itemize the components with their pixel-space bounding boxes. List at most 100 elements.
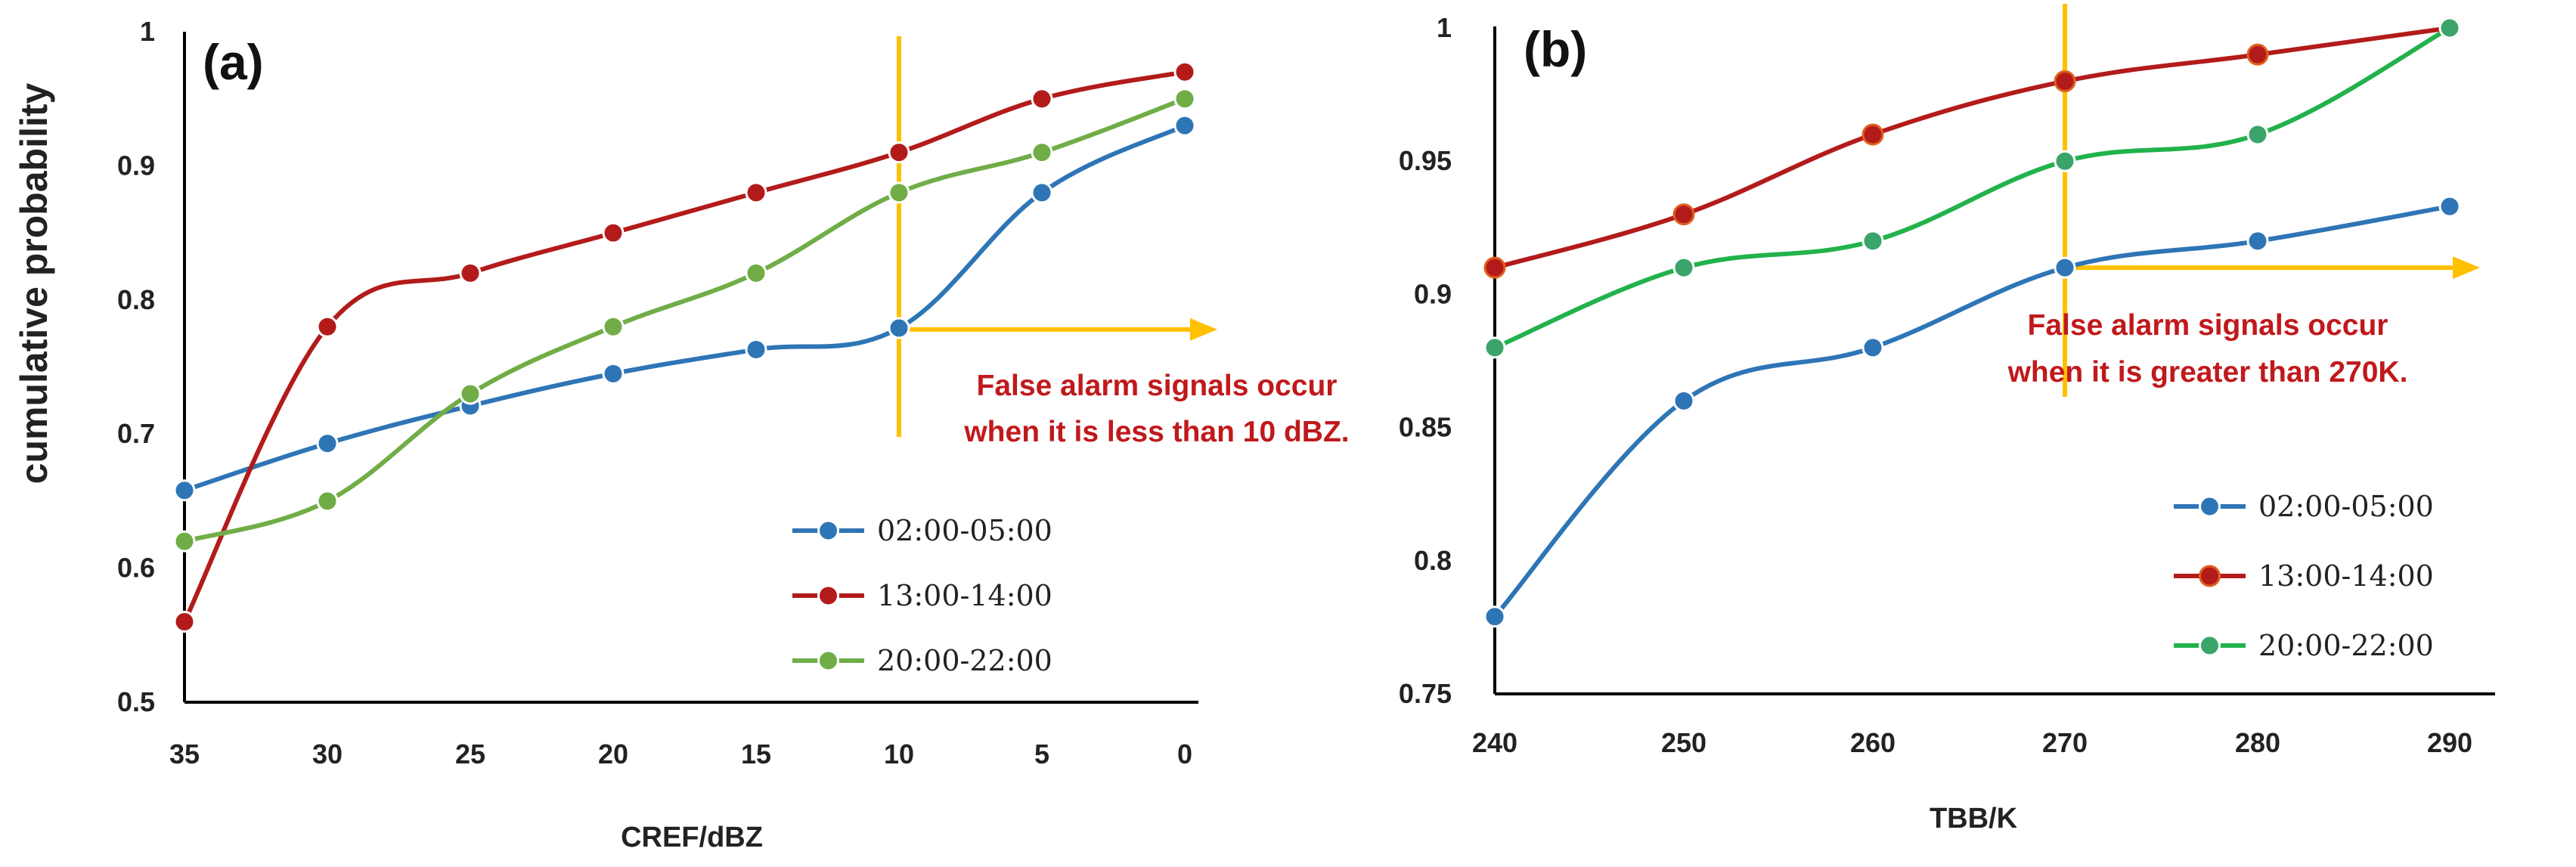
legend-label: 20:00-22:00 [2258,629,2434,662]
y-tick-label: 0.6 [117,553,155,584]
chart-panel-b: (b) 0.750.80.850.90.951 240 250 260 270 280 2… [1399,4,2495,834]
x-tick-label: 15 [741,738,771,769]
data-point [888,181,910,204]
data-point [1861,123,1884,146]
data-point [2246,230,2269,252]
y-tick-label: 0.9 [117,150,155,181]
data-point [2438,17,2461,39]
x-tick-labels-a: 35 30 25 20 15 10 5 0 [169,738,1192,769]
data-point [316,432,339,455]
data-point [745,338,767,361]
threshold-arrow-head [2453,256,2480,280]
legend-b: 02:00-05:00 13:00-14:00 20:00-22:00 [2174,490,2434,662]
y-tick-label: 0.7 [117,418,155,449]
data-point [1173,88,1196,110]
data-point [316,315,339,338]
legend-swatch-marker [2199,634,2221,657]
x-tick-label: 250 [1661,727,1706,758]
data-point [1031,141,1053,164]
x-tick-label: 0 [1177,738,1192,769]
series-line-3 [1493,26,2451,350]
data-point [1861,230,1884,252]
data-point [1483,256,1506,279]
y-tick-label: 0.95 [1399,145,1452,176]
legend-label: 02:00-05:00 [877,514,1052,547]
data-point [1483,605,1506,628]
data-point [2054,256,2076,279]
x-tick-label: 5 [1034,738,1049,769]
legend-label: 02:00-05:00 [2258,490,2434,523]
data-point [1173,114,1196,137]
panel-label-a: (a) [203,34,264,90]
annotation-line-1-a: False alarm signals occur [977,370,1338,402]
legend-label: 13:00-14:00 [2258,559,2434,593]
series-line-1 [184,123,1186,493]
legend-swatch-marker [817,649,839,672]
chart-panel-a: cumulative probability (a) 0.5 0.6 0.7 0.8 0… [13,16,1350,853]
threshold-arrow-head [1190,317,1217,341]
threshold-group-b [2063,4,2480,397]
data-point [2438,195,2461,218]
y-tick-label: 0.8 [1414,545,1452,576]
x-tick-label: 280 [2235,727,2280,758]
data-point [173,530,196,553]
data-point [1672,389,1695,412]
data-point [745,262,767,284]
y-axis-title-a: cumulative probability [13,82,55,484]
y-tick-label: 0.5 [117,686,155,717]
legend-label: 13:00-14:00 [877,579,1052,612]
data-point [602,362,625,385]
series-line-2 [182,70,1186,623]
x-tick-label: 270 [2042,727,2088,758]
threshold-group-a [897,36,1217,437]
panel-label-b: (b) [1524,21,1587,77]
x-tick-label: 10 [884,738,914,769]
x-tick-label: 25 [455,738,485,769]
y-tick-label: 0.8 [117,284,155,315]
annotation-line-2-b: when it is greater than 270K. [2007,356,2408,389]
data-point [1672,256,1695,279]
data-point [1031,88,1053,110]
data-point [2246,123,2269,146]
data-point [459,262,482,284]
data-point [316,490,339,512]
data-point [602,221,625,244]
legend-a: 02:00-05:00 13:00-14:00 20:00-22:00 [792,514,1052,677]
data-point [745,181,767,204]
data-point [2054,70,2076,92]
series-group-b [1483,17,2461,628]
data-point [1031,181,1053,204]
legend-label: 20:00-22:00 [877,644,1052,677]
series-group-a [173,60,1196,633]
x-tick-label: 20 [598,738,628,769]
data-point [459,382,482,405]
y-tick-labels-b: 0.75 0.8 0.85 0.9 0.95 1 [1399,12,1452,709]
y-tick-label: 0.9 [1414,278,1452,309]
data-point [888,317,910,339]
data-point [173,611,196,633]
legend-swatch-marker [817,584,839,607]
data-point [2246,43,2269,66]
x-axis-title-b: TBB/K [1930,803,2018,834]
series-line-3 [184,96,1186,544]
x-tick-label: 290 [2427,727,2472,758]
data-point [2054,150,2076,172]
x-axis-title-a: CREF/dBZ [621,822,763,853]
x-tick-labels-b: 240 250 260 270 280 290 [1472,727,2472,758]
y-tick-label: 0.85 [1399,412,1452,443]
x-tick-label: 35 [169,738,200,769]
data-point [1672,203,1695,226]
data-point [1173,60,1196,83]
annotation-line-1-b: False alarm signals occur [2028,309,2388,342]
series-line-1 [1493,204,2450,618]
data-point [173,479,196,502]
y-tick-label: 0.75 [1399,678,1452,709]
annotation-line-2-a: when it is less than 10 dBZ. [963,416,1349,448]
data-point [1861,336,1884,359]
y-tick-label: 1 [1437,12,1452,43]
data-point [602,315,625,338]
data-point [888,141,910,164]
y-tick-label: 1 [140,16,155,47]
legend-swatch-marker [817,519,839,542]
